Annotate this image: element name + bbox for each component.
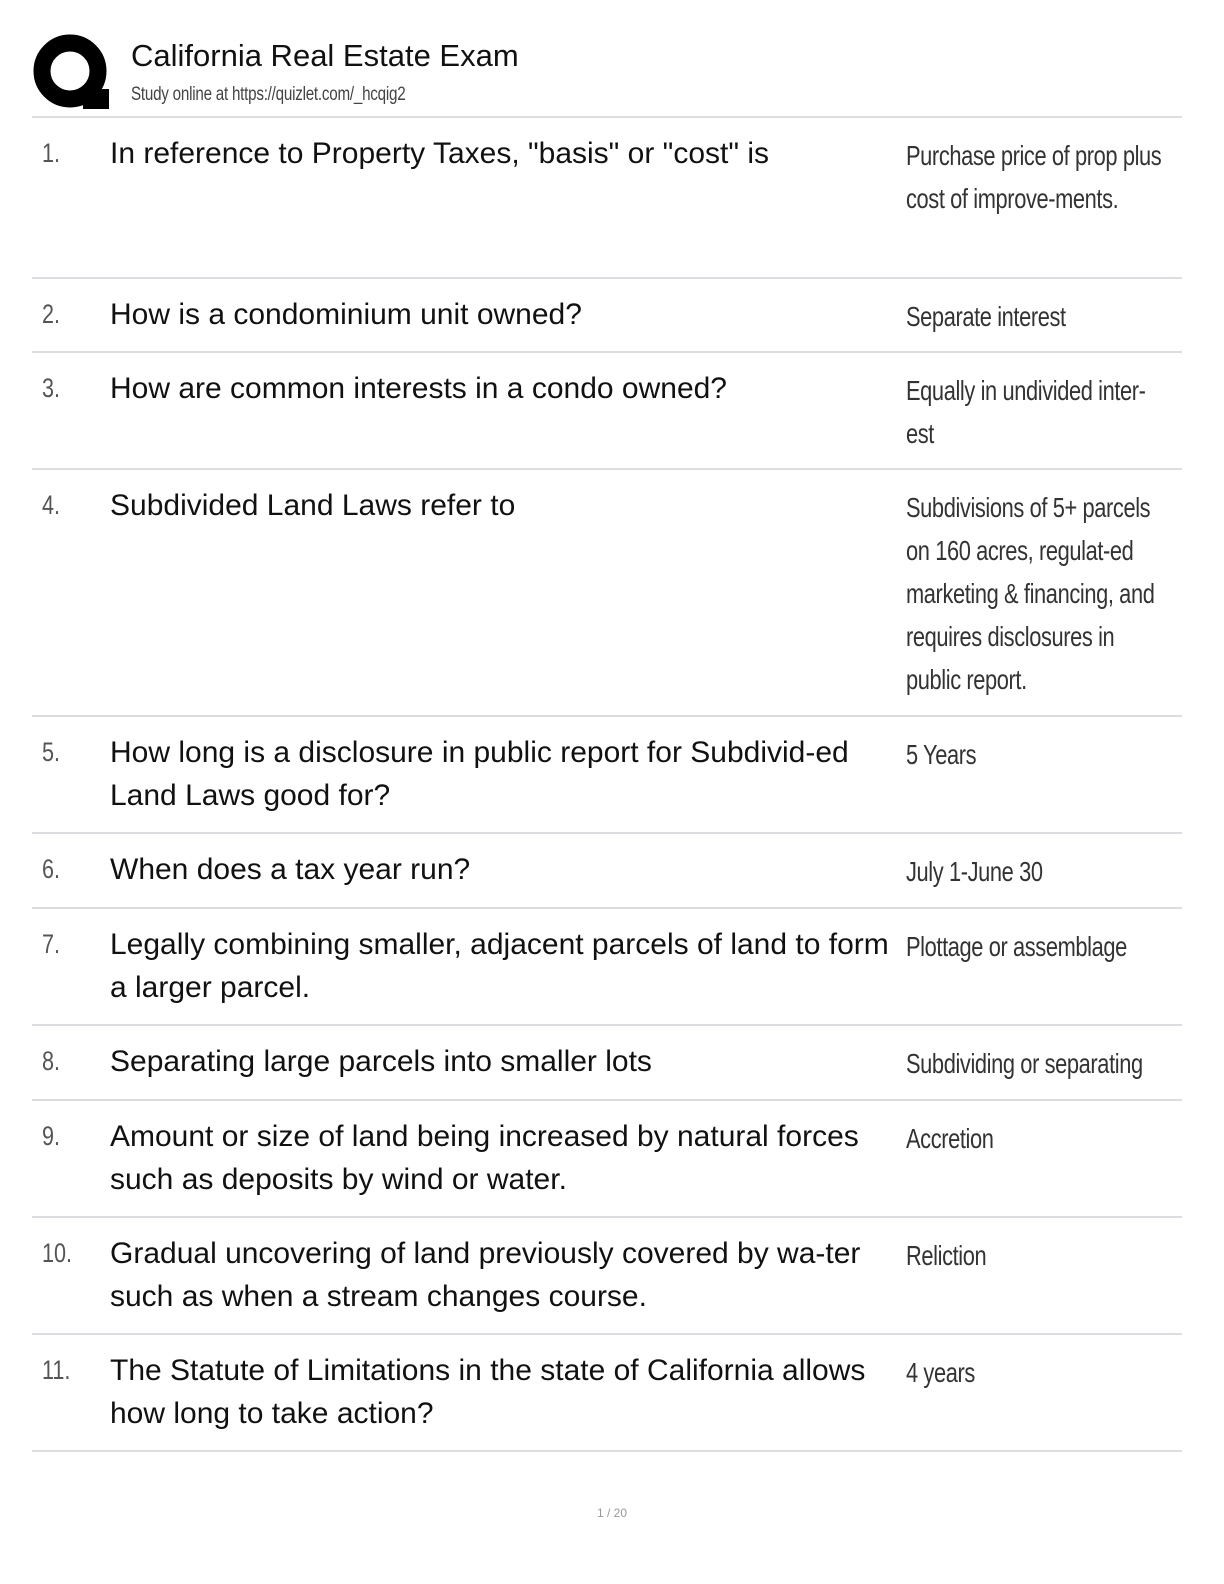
card-answer: Accretion: [906, 1123, 994, 1154]
card-row: 9. Amount or size of land being increase…: [32, 1101, 1182, 1218]
card-answer: Equally in undivided inter-est: [906, 375, 1146, 449]
card-number: 10.: [42, 1238, 73, 1268]
card-row: 2. How is a condominium unit owned? Sepa…: [32, 279, 1182, 353]
card-question: In reference to Property Taxes, "basis" …: [110, 137, 769, 170]
card-question: Separating large parcels into smaller lo…: [110, 1045, 652, 1078]
card-number: 3.: [42, 373, 61, 403]
card-answer: Plottage or assemblage: [906, 931, 1127, 962]
card-answer: Subdividing or separating: [906, 1048, 1143, 1079]
card-row: 11. The Statute of Limitations in the st…: [32, 1335, 1182, 1452]
card-answer: 5 Years: [906, 739, 977, 770]
card-question: Subdivided Land Laws refer to: [110, 489, 516, 522]
quizlet-logo-icon: [33, 34, 109, 109]
page-number: 1 / 20: [596, 1506, 628, 1520]
card-row: 7. Legally combining smaller, adjacent p…: [32, 909, 1182, 1026]
card-question: How long is a disclosure in public repor…: [110, 736, 849, 812]
card-question: How are common interests in a condo owne…: [110, 372, 727, 405]
card-number: 7.: [42, 929, 61, 959]
card-answer: 4 years: [906, 1357, 975, 1388]
card-row: 10. Gradual uncovering of land previousl…: [32, 1218, 1182, 1335]
card-number: 8.: [42, 1046, 61, 1076]
card-row: 5. How long is a disclosure in public re…: [32, 717, 1182, 834]
card-number: 1.: [42, 138, 61, 168]
card-question: The Statute of Limitations in the state …: [110, 1354, 866, 1430]
card-number: 11.: [42, 1355, 71, 1385]
flashcard-list: 1. In reference to Property Taxes, "basi…: [32, 116, 1182, 1452]
card-number: 5.: [42, 737, 61, 767]
card-answer: Purchase price of prop plus cost of impr…: [906, 140, 1162, 214]
page-title: California Real Estate Exam: [131, 38, 519, 73]
card-answer: Subdivisions of 5+ parcels on 160 acres,…: [906, 492, 1155, 695]
card-question: Legally combining smaller, adjacent parc…: [110, 928, 889, 1004]
card-question: Amount or size of land being increased b…: [110, 1120, 859, 1196]
card-question: Gradual uncovering of land previously co…: [110, 1237, 861, 1313]
card-question: When does a tax year run?: [110, 853, 471, 886]
card-row: 4. Subdivided Land Laws refer to Subdivi…: [32, 470, 1182, 717]
card-number: 9.: [42, 1121, 61, 1151]
card-number: 2.: [42, 299, 61, 329]
card-answer: Reliction: [906, 1240, 987, 1271]
card-row: 6. When does a tax year run? July 1-June…: [32, 834, 1182, 909]
card-number: 4.: [42, 490, 61, 520]
card-question: How is a condominium unit owned?: [110, 298, 582, 331]
study-online-link[interactable]: Study online at https://quizlet.com/_hcq…: [131, 84, 406, 105]
card-number: 6.: [42, 854, 61, 884]
card-answer: July 1-June 30: [906, 856, 1043, 887]
card-answer: Separate interest: [906, 301, 1066, 332]
card-row: 8. Separating large parcels into smaller…: [32, 1026, 1182, 1101]
card-row: 1. In reference to Property Taxes, "basi…: [32, 118, 1182, 279]
card-row: 3. How are common interests in a condo o…: [32, 353, 1182, 470]
